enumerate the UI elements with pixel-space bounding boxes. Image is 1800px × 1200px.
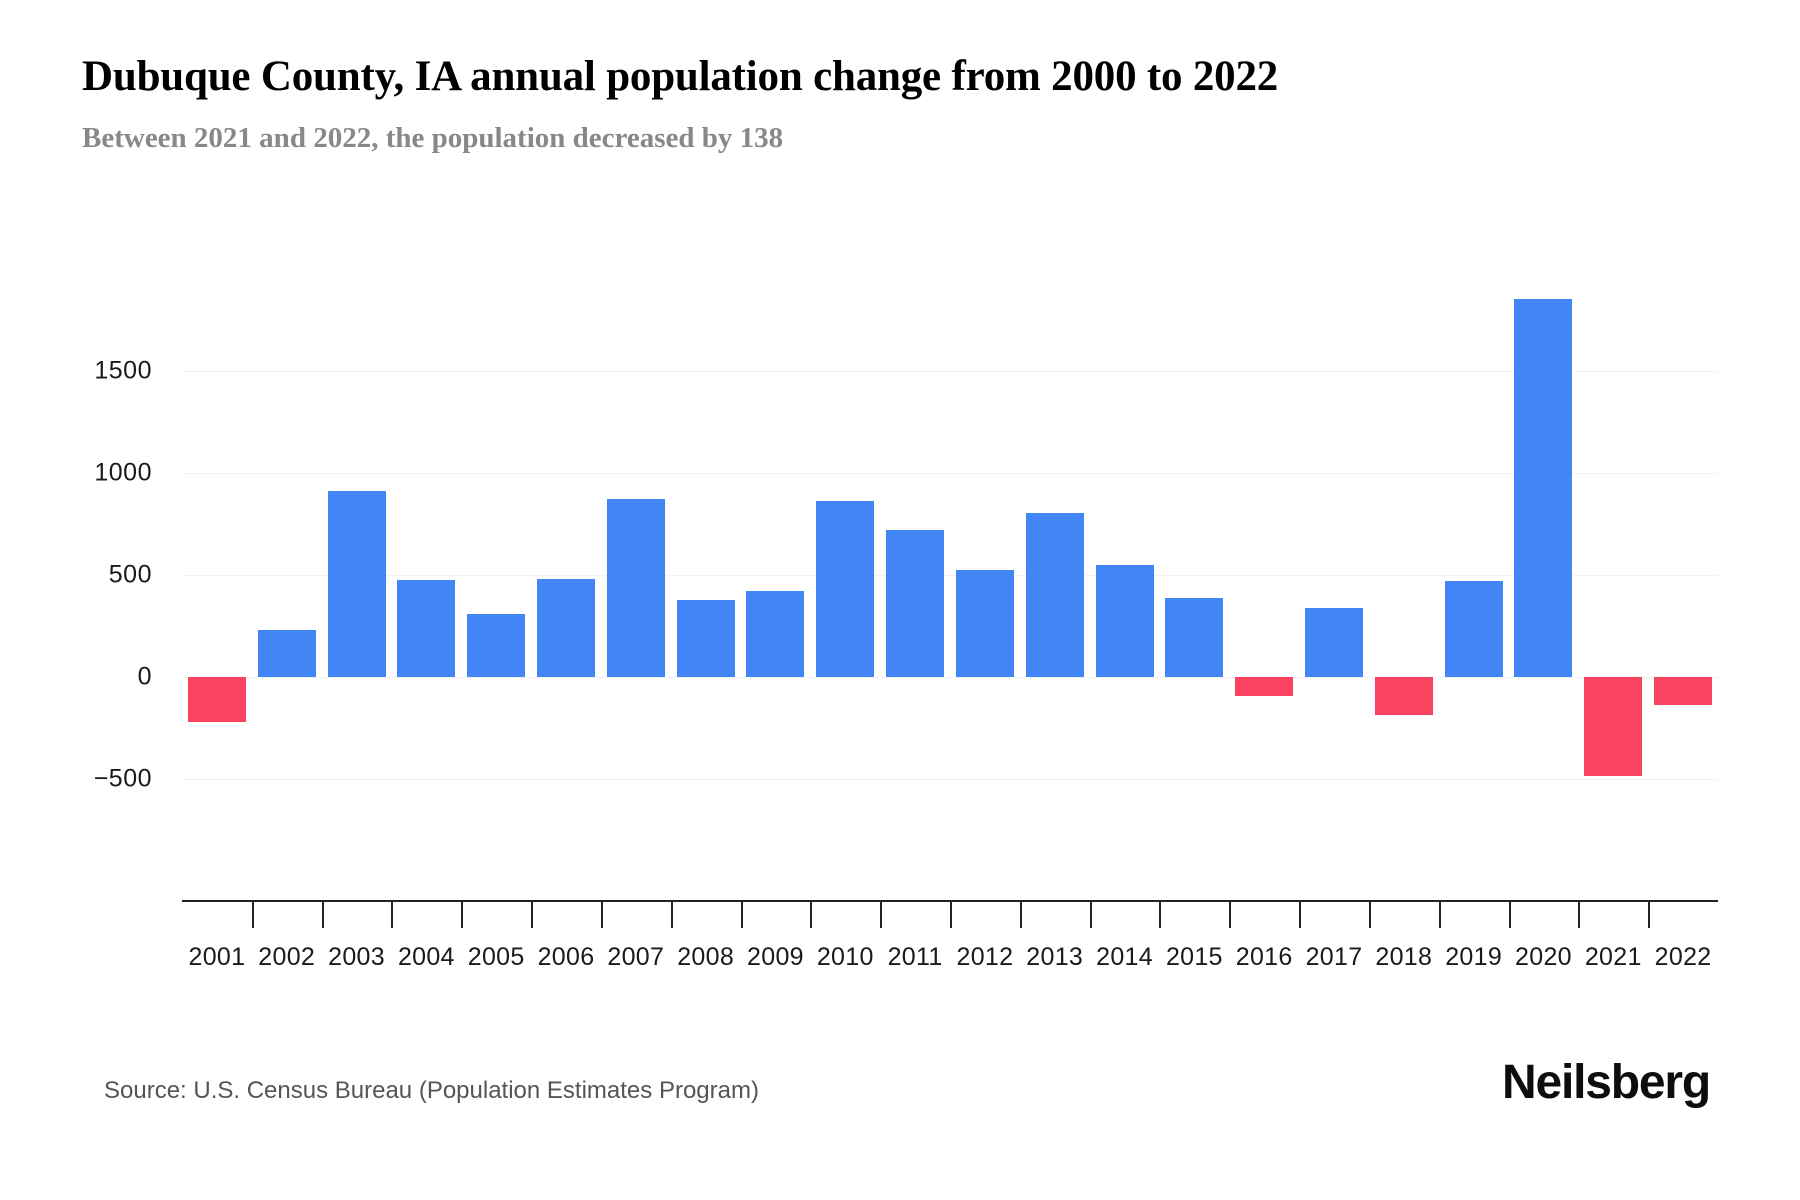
x-axis-label-2009: 2009 [747, 943, 804, 971]
bar-2012[interactable] [955, 569, 1014, 677]
x-axis-tick [251, 902, 254, 928]
x-axis-line [182, 900, 1718, 902]
x-axis-label-2012: 2012 [956, 943, 1014, 971]
chart-header: Dubuque County, IA annual population cha… [82, 52, 1722, 156]
bar-2010[interactable] [816, 500, 875, 677]
x-axis-label-2005: 2005 [467, 943, 525, 971]
x-axis-tick [1438, 902, 1441, 928]
x-axis-tick [950, 902, 952, 928]
source-note: Source: U.S. Census Bureau (Population E… [104, 1077, 759, 1104]
bar-2018[interactable] [1374, 677, 1433, 715]
x-axis-label-2021: 2021 [1584, 943, 1642, 971]
x-axis-tick [1089, 902, 1092, 928]
x-axis-label-2008: 2008 [677, 943, 735, 971]
gridline [182, 473, 1718, 474]
x-axis-label-2016: 2016 [1235, 943, 1293, 971]
gridline [182, 677, 1718, 678]
x-axis-label-2011: 2011 [887, 943, 943, 971]
x-axis-tick [1648, 902, 1651, 928]
bar-2015[interactable] [1165, 597, 1224, 677]
x-axis-tick [880, 902, 883, 928]
bar-2009[interactable] [746, 591, 805, 677]
x-axis-label-2007: 2007 [607, 943, 665, 971]
gridline [182, 371, 1718, 372]
x-axis-label-2018: 2018 [1375, 943, 1433, 971]
bar-2005[interactable] [467, 613, 526, 677]
x-axis-tick [740, 902, 743, 928]
y-axis-tick-label: 0 [137, 662, 152, 691]
bar-2022[interactable] [1654, 677, 1713, 706]
bar-2008[interactable] [676, 599, 735, 677]
x-axis-tick [810, 902, 813, 928]
plot-canvas: −500 0 500 1000 1500 [94, 270, 1718, 880]
bar-2019[interactable] [1444, 581, 1503, 677]
x-axis-tick [1159, 902, 1162, 928]
x-axis-label-2001: 2001 [188, 943, 246, 971]
chart-subtitle: Between 2021 and 2022, the population de… [82, 121, 784, 154]
x-axis-label-2014: 2014 [1096, 943, 1153, 971]
x-axis-label-2020: 2020 [1515, 943, 1572, 971]
y-axis-tick-label: −500 [93, 764, 152, 793]
bar-2016[interactable] [1235, 677, 1294, 697]
bar-2020[interactable] [1514, 298, 1573, 677]
brand-logo: Neilsberg [1502, 1056, 1711, 1109]
bar-2006[interactable] [537, 578, 595, 677]
x-axis-tick [1229, 902, 1232, 928]
x-axis-tick [461, 902, 464, 928]
x-axis-label-2022: 2022 [1654, 943, 1712, 971]
x-axis-label-2010: 2010 [816, 943, 874, 971]
x-axis-tick [600, 902, 603, 928]
x-axis-tick [1508, 902, 1511, 928]
bar-2004[interactable] [397, 579, 456, 677]
gridline [182, 575, 1718, 576]
page-title: Dubuque County, IA annual population cha… [82, 53, 1279, 100]
x-axis-tick [670, 902, 673, 928]
x-axis-tick [1019, 902, 1022, 928]
x-axis-label-2004: 2004 [397, 943, 455, 971]
bar-2013[interactable] [1025, 512, 1084, 677]
x-axis-label-2006: 2006 [537, 943, 595, 971]
bar-2002[interactable] [257, 630, 316, 677]
bar-2007[interactable] [606, 499, 665, 677]
x-axis-tick [391, 902, 394, 928]
x-axis-tick [1578, 902, 1581, 928]
y-axis-tick-label: 500 [108, 560, 152, 589]
bar-2011[interactable] [886, 529, 945, 677]
x-axis-label-2015: 2015 [1165, 943, 1223, 971]
x-axis-label-2003: 2003 [328, 943, 385, 971]
x-axis-label-2013: 2013 [1026, 943, 1084, 971]
x-axis-tick [321, 902, 324, 928]
bar-2021[interactable] [1584, 677, 1643, 777]
x-axis-label-2002: 2002 [258, 943, 316, 971]
x-axis-label-2017: 2017 [1305, 943, 1363, 971]
gridline [182, 779, 1718, 780]
y-axis-tick-label: 1500 [94, 356, 152, 385]
bar-2001[interactable] [187, 677, 246, 723]
bar-2003[interactable] [327, 490, 386, 677]
bars-group [182, 270, 1718, 880]
x-axis-label-2019: 2019 [1445, 943, 1503, 971]
bar-2017[interactable] [1305, 607, 1363, 677]
x-axis-tick [1299, 902, 1302, 928]
bar-2014[interactable] [1095, 565, 1154, 677]
x-axis-tick [531, 902, 534, 928]
x-axis-tick [1368, 902, 1371, 928]
y-axis-tick-label: 1000 [94, 458, 152, 487]
